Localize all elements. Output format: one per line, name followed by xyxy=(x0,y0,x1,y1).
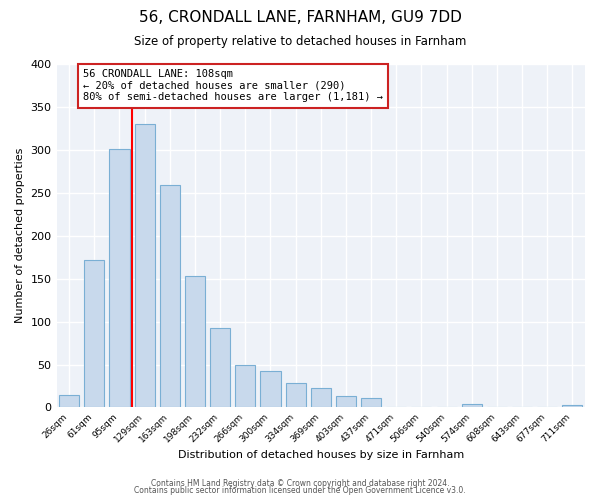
Bar xyxy=(235,364,256,408)
Bar xyxy=(311,388,331,407)
Bar xyxy=(562,405,583,407)
X-axis label: Distribution of detached houses by size in Farnham: Distribution of detached houses by size … xyxy=(178,450,464,460)
Bar xyxy=(185,276,205,407)
Text: Size of property relative to detached houses in Farnham: Size of property relative to detached ho… xyxy=(134,35,466,48)
Text: Contains HM Land Registry data © Crown copyright and database right 2024.: Contains HM Land Registry data © Crown c… xyxy=(151,478,449,488)
Bar xyxy=(336,396,356,407)
Bar xyxy=(84,260,104,408)
Bar xyxy=(210,328,230,407)
Bar xyxy=(160,185,180,408)
Bar xyxy=(361,398,381,407)
Bar xyxy=(260,370,281,408)
Bar xyxy=(286,382,305,407)
Text: Contains public sector information licensed under the Open Government Licence v3: Contains public sector information licen… xyxy=(134,486,466,495)
Text: 56 CRONDALL LANE: 108sqm
← 20% of detached houses are smaller (290)
80% of semi-: 56 CRONDALL LANE: 108sqm ← 20% of detach… xyxy=(83,69,383,102)
Bar xyxy=(59,394,79,407)
Bar xyxy=(109,149,130,407)
Bar xyxy=(134,124,155,408)
Y-axis label: Number of detached properties: Number of detached properties xyxy=(15,148,25,324)
Bar xyxy=(461,404,482,407)
Text: 56, CRONDALL LANE, FARNHAM, GU9 7DD: 56, CRONDALL LANE, FARNHAM, GU9 7DD xyxy=(139,10,461,25)
